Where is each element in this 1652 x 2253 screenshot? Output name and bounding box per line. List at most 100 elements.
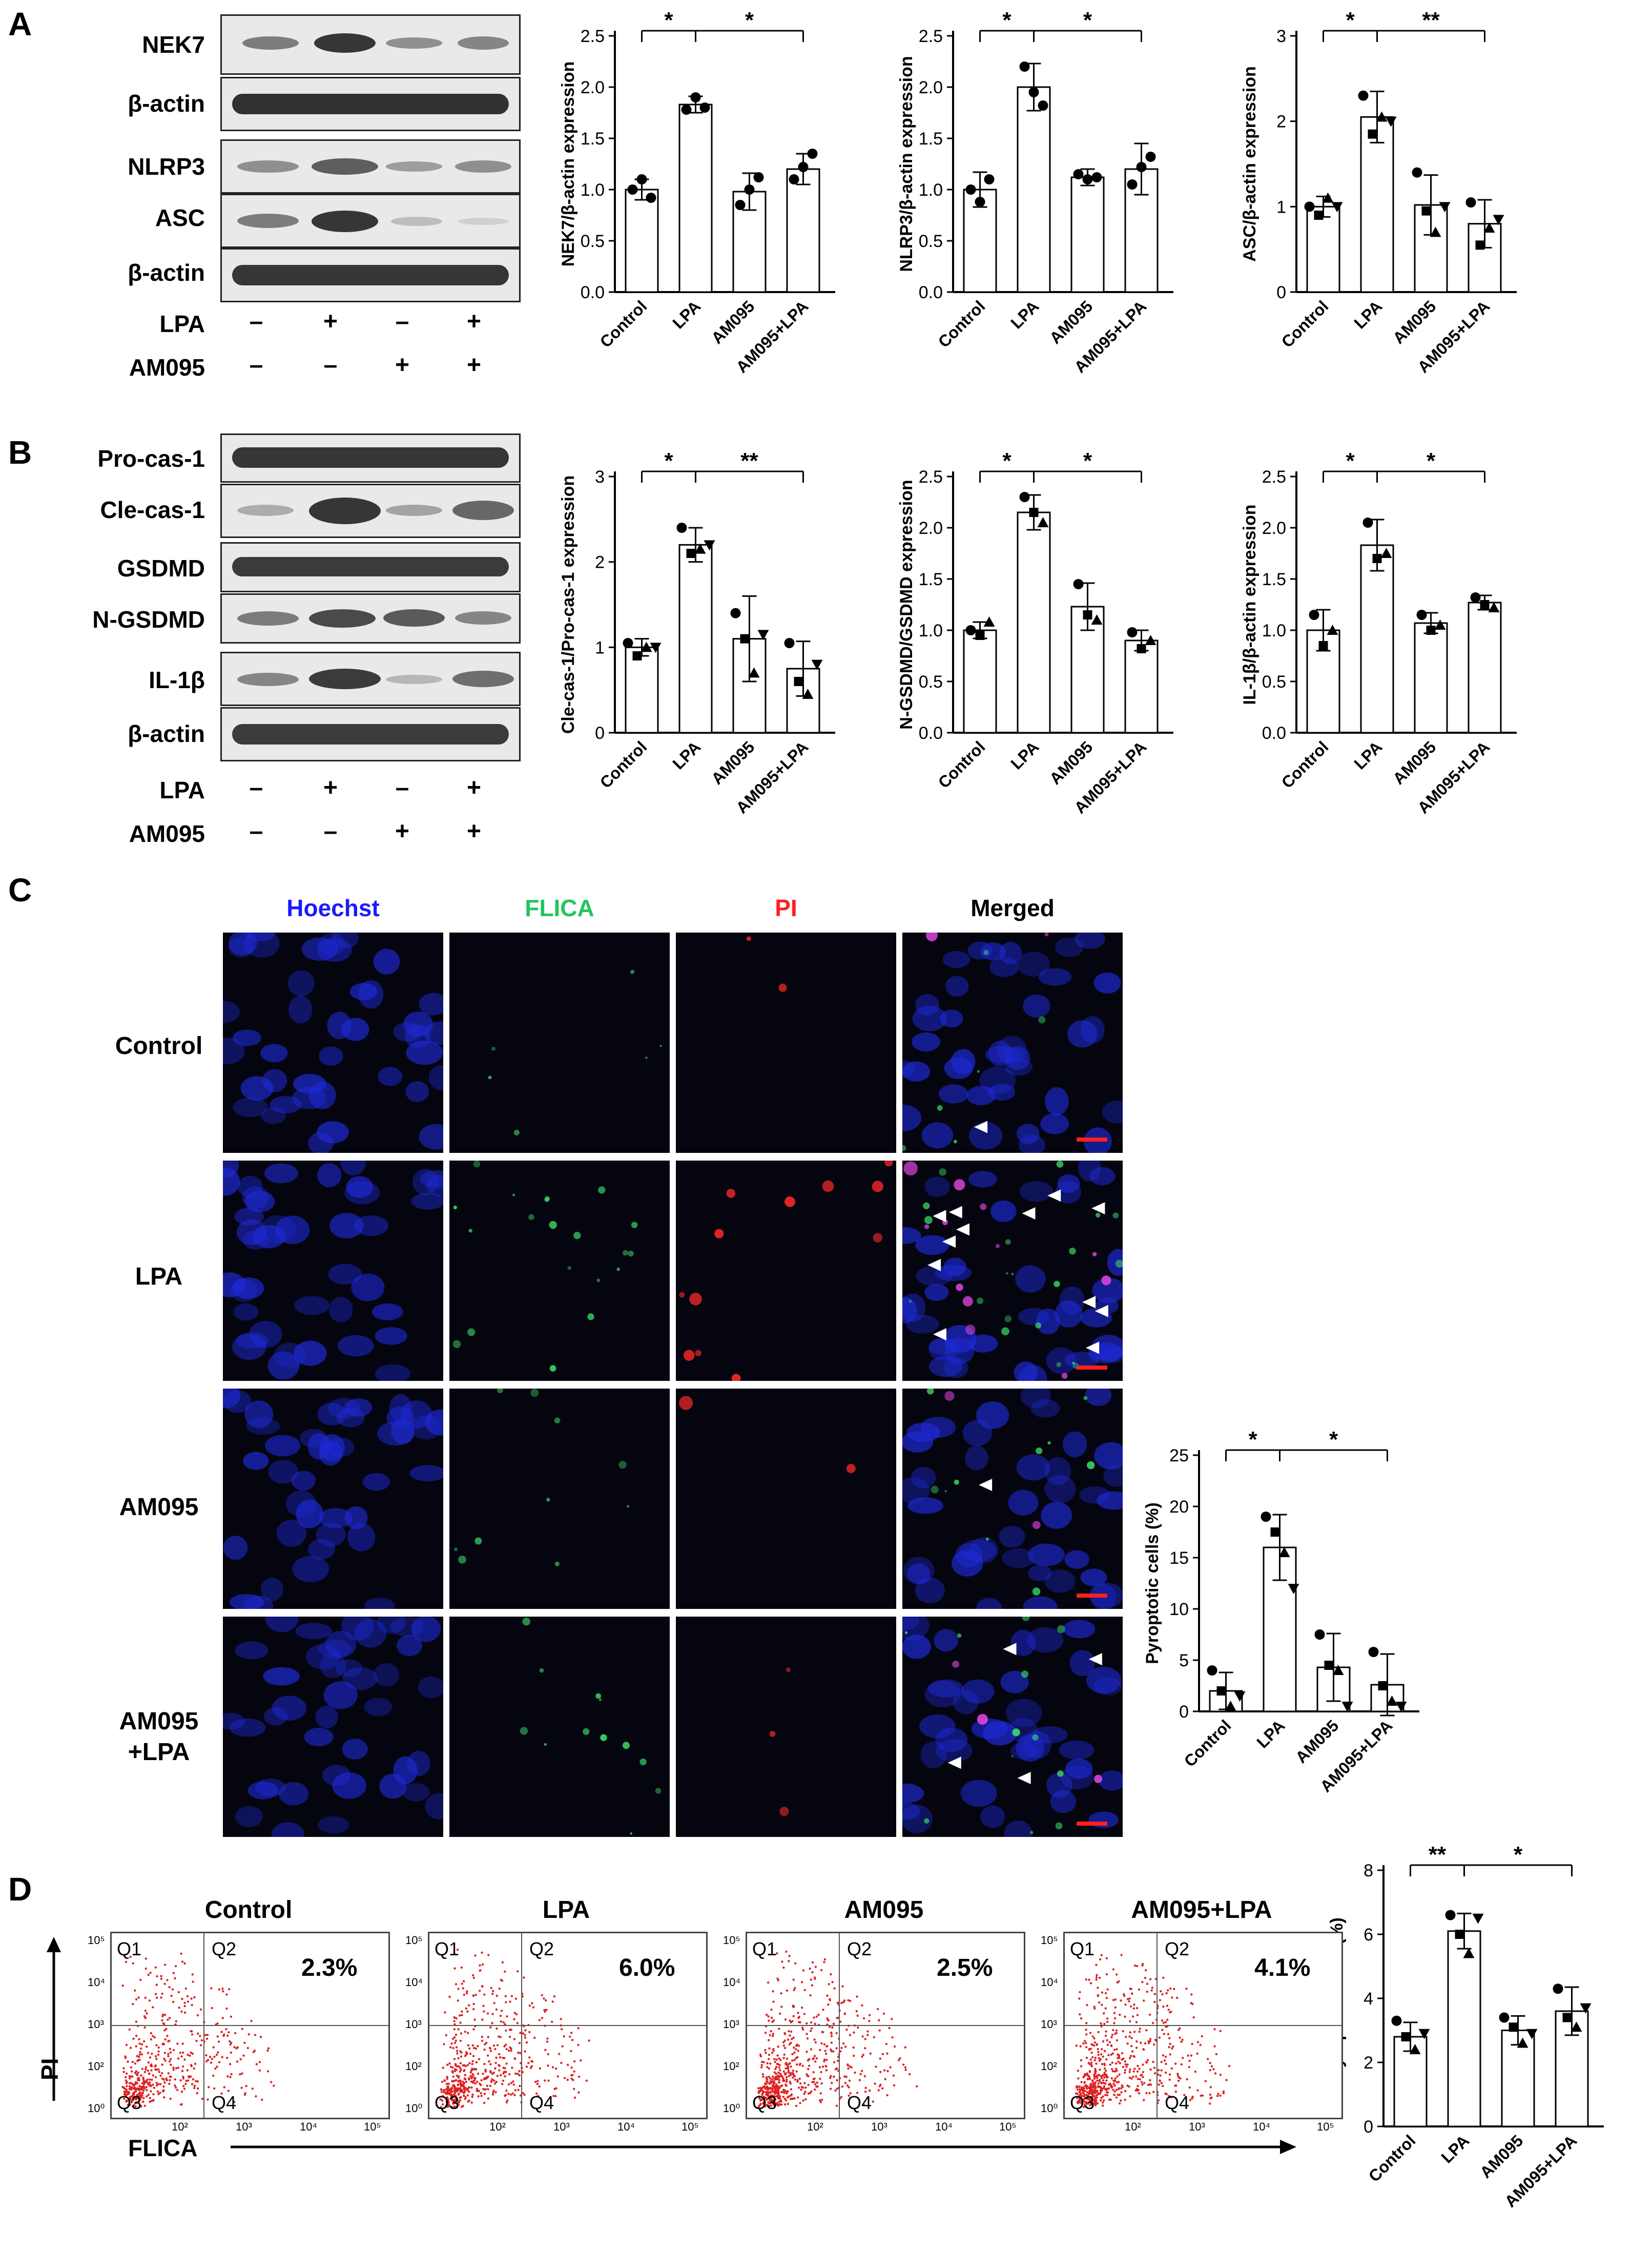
micro-image-content [679, 1161, 893, 1381]
data-point [686, 549, 696, 558]
data-point [1470, 592, 1481, 603]
arrowhead-marker [979, 1478, 993, 1491]
x-tick-label: LPA [669, 297, 704, 332]
bar [625, 189, 659, 293]
flow-plot: Q1 Q2 Q3 Q4 4.1% [1063, 1932, 1343, 2119]
x-tick-label: AM095 [708, 737, 758, 788]
data-point [1127, 627, 1138, 637]
q2-percentage: 6.0% [619, 1954, 675, 1981]
data-point [1445, 1910, 1456, 1920]
bar [1360, 544, 1394, 734]
micro-image [223, 933, 443, 1153]
blot-strip-actin-b [220, 707, 521, 761]
bar [1468, 602, 1502, 734]
x-tick-label: AM095 [1389, 297, 1439, 347]
bar [1124, 639, 1159, 734]
flow-y-tick: 10⁵ [405, 1934, 423, 1947]
sign: + [466, 818, 482, 845]
sign: + [323, 774, 338, 801]
micro-image-content [223, 1161, 443, 1381]
data-point [757, 630, 769, 640]
flow-y-tick: 10² [88, 2060, 104, 2073]
blot-strip-nek7 [220, 14, 521, 75]
blot-label-actin-a1: β-actin [128, 90, 205, 117]
sign: – [395, 774, 409, 801]
arrowhead-marker [947, 1756, 961, 1769]
sig-label: * [1002, 448, 1011, 473]
flow-x-tick: 10² [489, 2120, 506, 2133]
flow-y-tick: 10⁵ [723, 1934, 740, 1947]
x-tick-label: AM095 [1046, 297, 1096, 347]
data-point [1509, 2022, 1518, 2032]
quadrant-label: Q1 [435, 1938, 460, 1959]
flica-axis-arrow [231, 2137, 1296, 2157]
data-point [699, 102, 710, 113]
x-tick-label: LPA [1007, 297, 1042, 332]
x-tick-label: LPA [669, 737, 704, 773]
quadrant-label: Q3 [117, 2092, 142, 2113]
data-point [1028, 87, 1039, 97]
bar [625, 646, 659, 734]
data-point [1493, 215, 1504, 225]
blot-label-actin-b: β-actin [128, 720, 205, 747]
blot-label-actin-a2: β-actin [128, 259, 205, 286]
quadrant-label: Q2 [529, 1938, 554, 1959]
data-point [627, 184, 638, 195]
data-point [646, 193, 656, 203]
flow-y-tick: 10⁴ [1041, 1976, 1058, 1989]
micro-image [902, 1161, 1123, 1381]
sign: – [249, 818, 263, 845]
flow-x-tick: 10⁴ [935, 2120, 953, 2133]
treatment-label-am095-a: AM095 [129, 354, 205, 381]
data-point [730, 608, 741, 618]
x-tick-label: Control [1181, 1716, 1235, 1770]
pi-axis-label: PI [36, 2058, 63, 2080]
data-point [1091, 614, 1103, 625]
y-tick-label: 2 [1276, 112, 1286, 132]
column-header-pi: PI [775, 895, 797, 921]
chart-asc: 0 1 2 3 ASC/β-actin expression Control LPA AM09… [1240, 8, 1517, 377]
flow-x-tick: 10⁵ [999, 2120, 1017, 2133]
y-tick-label: 8 [1364, 1861, 1373, 1880]
bar [786, 168, 820, 293]
y-tick-label: 1 [595, 638, 605, 657]
x-tick-label: Control [596, 297, 651, 351]
data-point [1483, 222, 1495, 233]
column-header-flica: FLICA [525, 895, 594, 921]
data-point [636, 174, 647, 184]
data-point [1082, 174, 1093, 184]
flow-y-tick: 10² [405, 2060, 422, 2073]
quadrant-label: Q2 [847, 1938, 872, 1959]
quadrant-label: Q2 [212, 1938, 237, 1959]
sign: + [466, 308, 482, 335]
row-label-lpa: LPA [135, 1263, 183, 1290]
blot-label-cle-cas-1: Cle-cas-1 [100, 497, 205, 523]
blot-strip-pro-cas-1 [220, 433, 521, 483]
panel-letter-c: C [8, 872, 32, 908]
data-point [1019, 61, 1030, 72]
sign: – [395, 308, 409, 335]
data-point [650, 643, 662, 653]
x-tick-label: LPA [1007, 737, 1042, 773]
y-tick-label: 3 [595, 467, 605, 487]
flow-x-tick: 10² [1125, 2120, 1141, 2133]
micro-image-content [520, 1617, 662, 1835]
y-tick-label: 2.5 [919, 27, 943, 46]
data-point [802, 689, 814, 699]
data-point [1145, 152, 1156, 162]
sign: + [323, 308, 338, 335]
x-tick-label: LPA [1350, 297, 1386, 332]
flow-y-tick: 10³ [405, 2018, 422, 2031]
arrowhead-marker [1003, 1643, 1017, 1656]
data-point [753, 172, 764, 182]
chart-pyroptotic-c: 0 5 10 15 20 25 Pyroptotic cells (%) Control LPA… [1143, 1427, 1419, 1796]
y-tick-label: 0.5 [1262, 672, 1286, 692]
y-tick-label: 2.0 [581, 78, 605, 97]
flow-y-tick: 10⁰ [405, 2102, 423, 2115]
micro-image-content [223, 1389, 443, 1609]
data-point [1234, 1691, 1246, 1702]
flow-x-tick: 10³ [236, 2120, 252, 2133]
y-tick-label: 0 [1364, 2117, 1373, 2137]
data-point [1401, 2032, 1411, 2041]
